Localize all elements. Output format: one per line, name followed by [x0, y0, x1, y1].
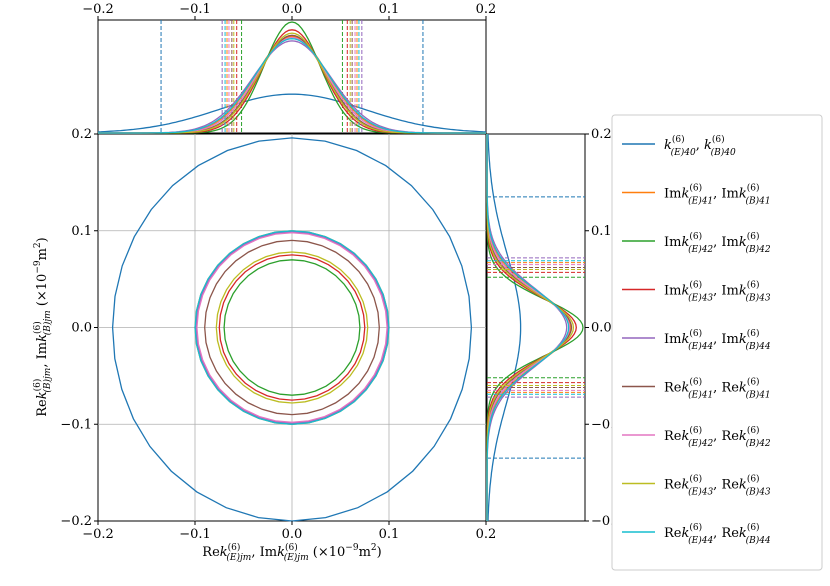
- top-density-series-6: [98, 36, 486, 134]
- top-x-tick-label: 0.1: [379, 2, 400, 17]
- y-axis-label: Rek(6)(B)jm, Imk(6)(B)jm (×10−9m2): [32, 237, 53, 417]
- x-tick-label: 0.0: [282, 527, 303, 542]
- legend-label-4: Imk(6) (E)44, Imk(6) (B)44: [664, 328, 771, 352]
- y-tick-label: −0.2: [60, 514, 92, 529]
- legend-label-3: Imk(6) (E)43, Imk(6) (B)43: [664, 280, 771, 304]
- y-tick-label: 0.2: [71, 127, 92, 142]
- right-density-series-8: [486, 134, 570, 521]
- ring-series-7: [215, 251, 369, 404]
- top-density-series-1: [98, 35, 486, 134]
- right-marginal-plot: [486, 133, 585, 522]
- main-tick-labels: −0.2−0.2 −0.1 −0.1 0.0 0.0 0.1 0.1 0.2 0.2: [60, 127, 496, 542]
- top-density-series-7: [98, 32, 486, 134]
- x-tick-label: −0.1: [179, 527, 211, 542]
- top-density-series-0: [97, 93, 487, 133]
- right-y-tick-label: 0.1: [591, 224, 612, 239]
- right-density-series-0: [487, 133, 522, 522]
- ring-series-0: [111, 137, 473, 522]
- top-x-tick-label: 0.0: [282, 2, 303, 17]
- top-x-tick-label: 0.2: [476, 2, 497, 17]
- ring-series-5: [204, 239, 380, 416]
- ring-series-8: [194, 230, 390, 425]
- right-y-tick-label: 0.2: [591, 127, 612, 142]
- right-density-series-1: [486, 134, 572, 521]
- legend: k(6) (E)40, k(6) (B)40 Imk(6) (E)41, Imk(6)(…: [611, 114, 823, 571]
- legend-label-8: Rek(6) (E)44, Rek(6) (B)44: [664, 522, 771, 546]
- y-tick-label: 0.0: [71, 321, 92, 336]
- ring-series-2: [223, 259, 361, 396]
- x-tick-label: −0.2: [82, 527, 114, 542]
- legend-box: [611, 114, 823, 571]
- y-tick-label: 0.1: [71, 224, 92, 239]
- top-x-tick-label: −0.2: [82, 2, 114, 17]
- legend-label-1: Imk(6) (E)41, Imk(6) (B)41: [664, 183, 771, 207]
- right-density-series-3: [486, 134, 577, 521]
- top-density-series-8: [98, 38, 486, 134]
- right-density-series-4: [486, 134, 568, 521]
- y-tick-label: −0.1: [60, 417, 92, 432]
- ring-series-6: [196, 232, 388, 423]
- legend-label-2: Imk(6) (E)42, Imk(6) (B)42: [664, 231, 771, 255]
- top-marginal-tick-labels: −0.2 −0.1 0.0 0.1 0.2: [82, 2, 496, 20]
- ring-series-3: [218, 254, 366, 401]
- x-tick-label: 0.1: [379, 527, 400, 542]
- legend-label-5: Rek(6) (E)41, Rek(6) (B)41: [664, 377, 771, 401]
- top-marginal-plot: [97, 20, 487, 134]
- right-density-series-6: [486, 134, 571, 521]
- legend-label-7: Rek(6) (E)43, Rek(6) (B)43: [664, 474, 771, 498]
- main-grid: [98, 134, 486, 521]
- top-x-tick-label: −0.1: [179, 2, 211, 17]
- right-density-series-7: [486, 134, 575, 521]
- right-density-series-5: [486, 134, 573, 521]
- right-y-tick-label: 0.0: [591, 321, 612, 336]
- legend-label-0: k(6) (E)40, k(6) (B)40: [664, 134, 736, 158]
- legend-label-6: Rek(6) (E)42, Rek(6) (B)42: [664, 425, 771, 449]
- x-axis-label: Rek(6) (E)jm, Imk(6) (E)jm (×10−9m2): [202, 542, 381, 563]
- main-plot-area: [111, 137, 473, 522]
- top-density-series-4: [98, 40, 486, 134]
- x-tick-label: 0.2: [476, 527, 497, 542]
- ring-series-4: [195, 231, 389, 424]
- top-density-series-3: [98, 29, 486, 134]
- top-density-series-5: [98, 34, 486, 134]
